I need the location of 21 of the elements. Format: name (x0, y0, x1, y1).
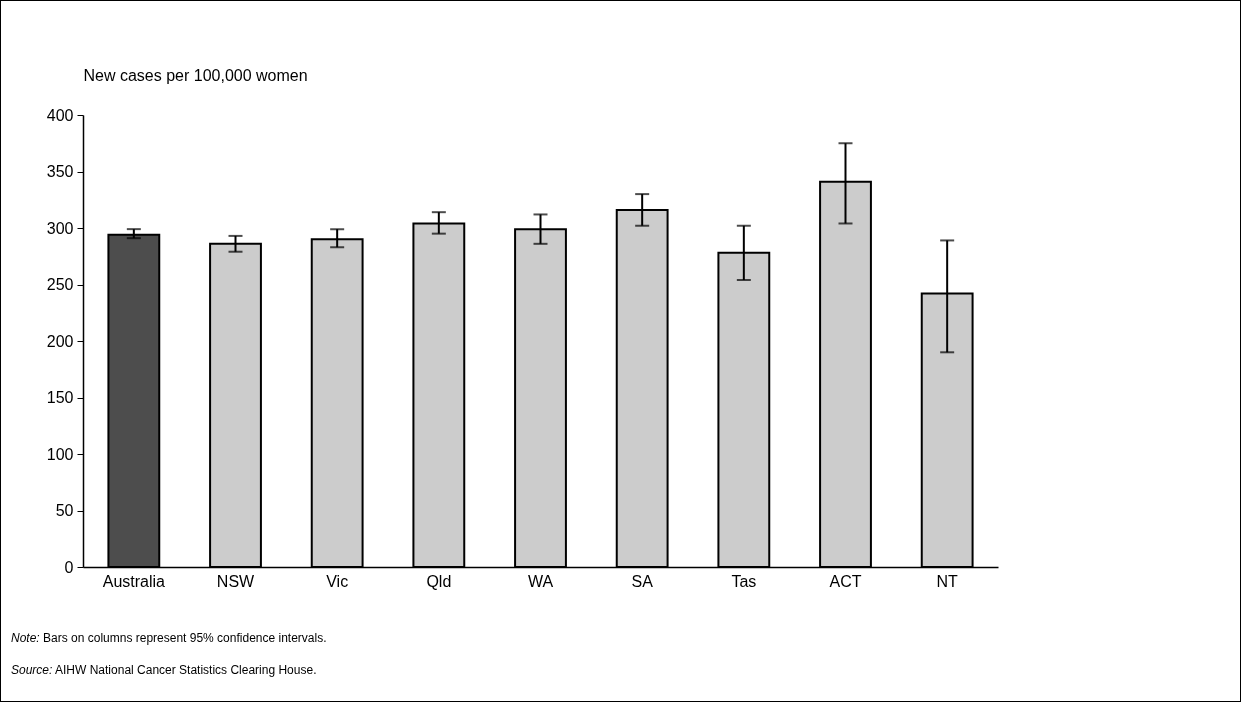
x-tick-label: WA (527, 572, 554, 590)
y-axis-title: New cases per 100,000 women (83, 66, 308, 84)
source-note: Source: AIHW National Cancer Statistics Clearing House. (11, 663, 318, 677)
y-tick-label: 200 (46, 332, 74, 350)
y-tick-label: 100 (46, 445, 74, 463)
y-tick-label: 250 (46, 276, 74, 293)
text: Note: Bars on columns represent 95% confidence intervals. (11, 631, 327, 645)
y-tick-label: 50 (55, 502, 74, 519)
y-tick-label: 0 (64, 558, 74, 576)
y-tick-label: 150 (46, 389, 74, 406)
y-tick-label: 400 (46, 106, 74, 124)
x-tick-label: Tas (731, 572, 757, 590)
x-tick-label: Australia (102, 572, 166, 590)
x-tick-label: Vic (326, 572, 349, 590)
x-tick-label: NSW (216, 572, 256, 590)
x-tick-label: SA (631, 572, 654, 590)
x-tick-label: Qld (426, 572, 452, 590)
y-tick-label: 300 (46, 219, 74, 237)
x-tick-label: NT (936, 572, 959, 590)
x-tick-label: ACT (829, 572, 862, 590)
y-tick-label: 350 (46, 163, 74, 180)
